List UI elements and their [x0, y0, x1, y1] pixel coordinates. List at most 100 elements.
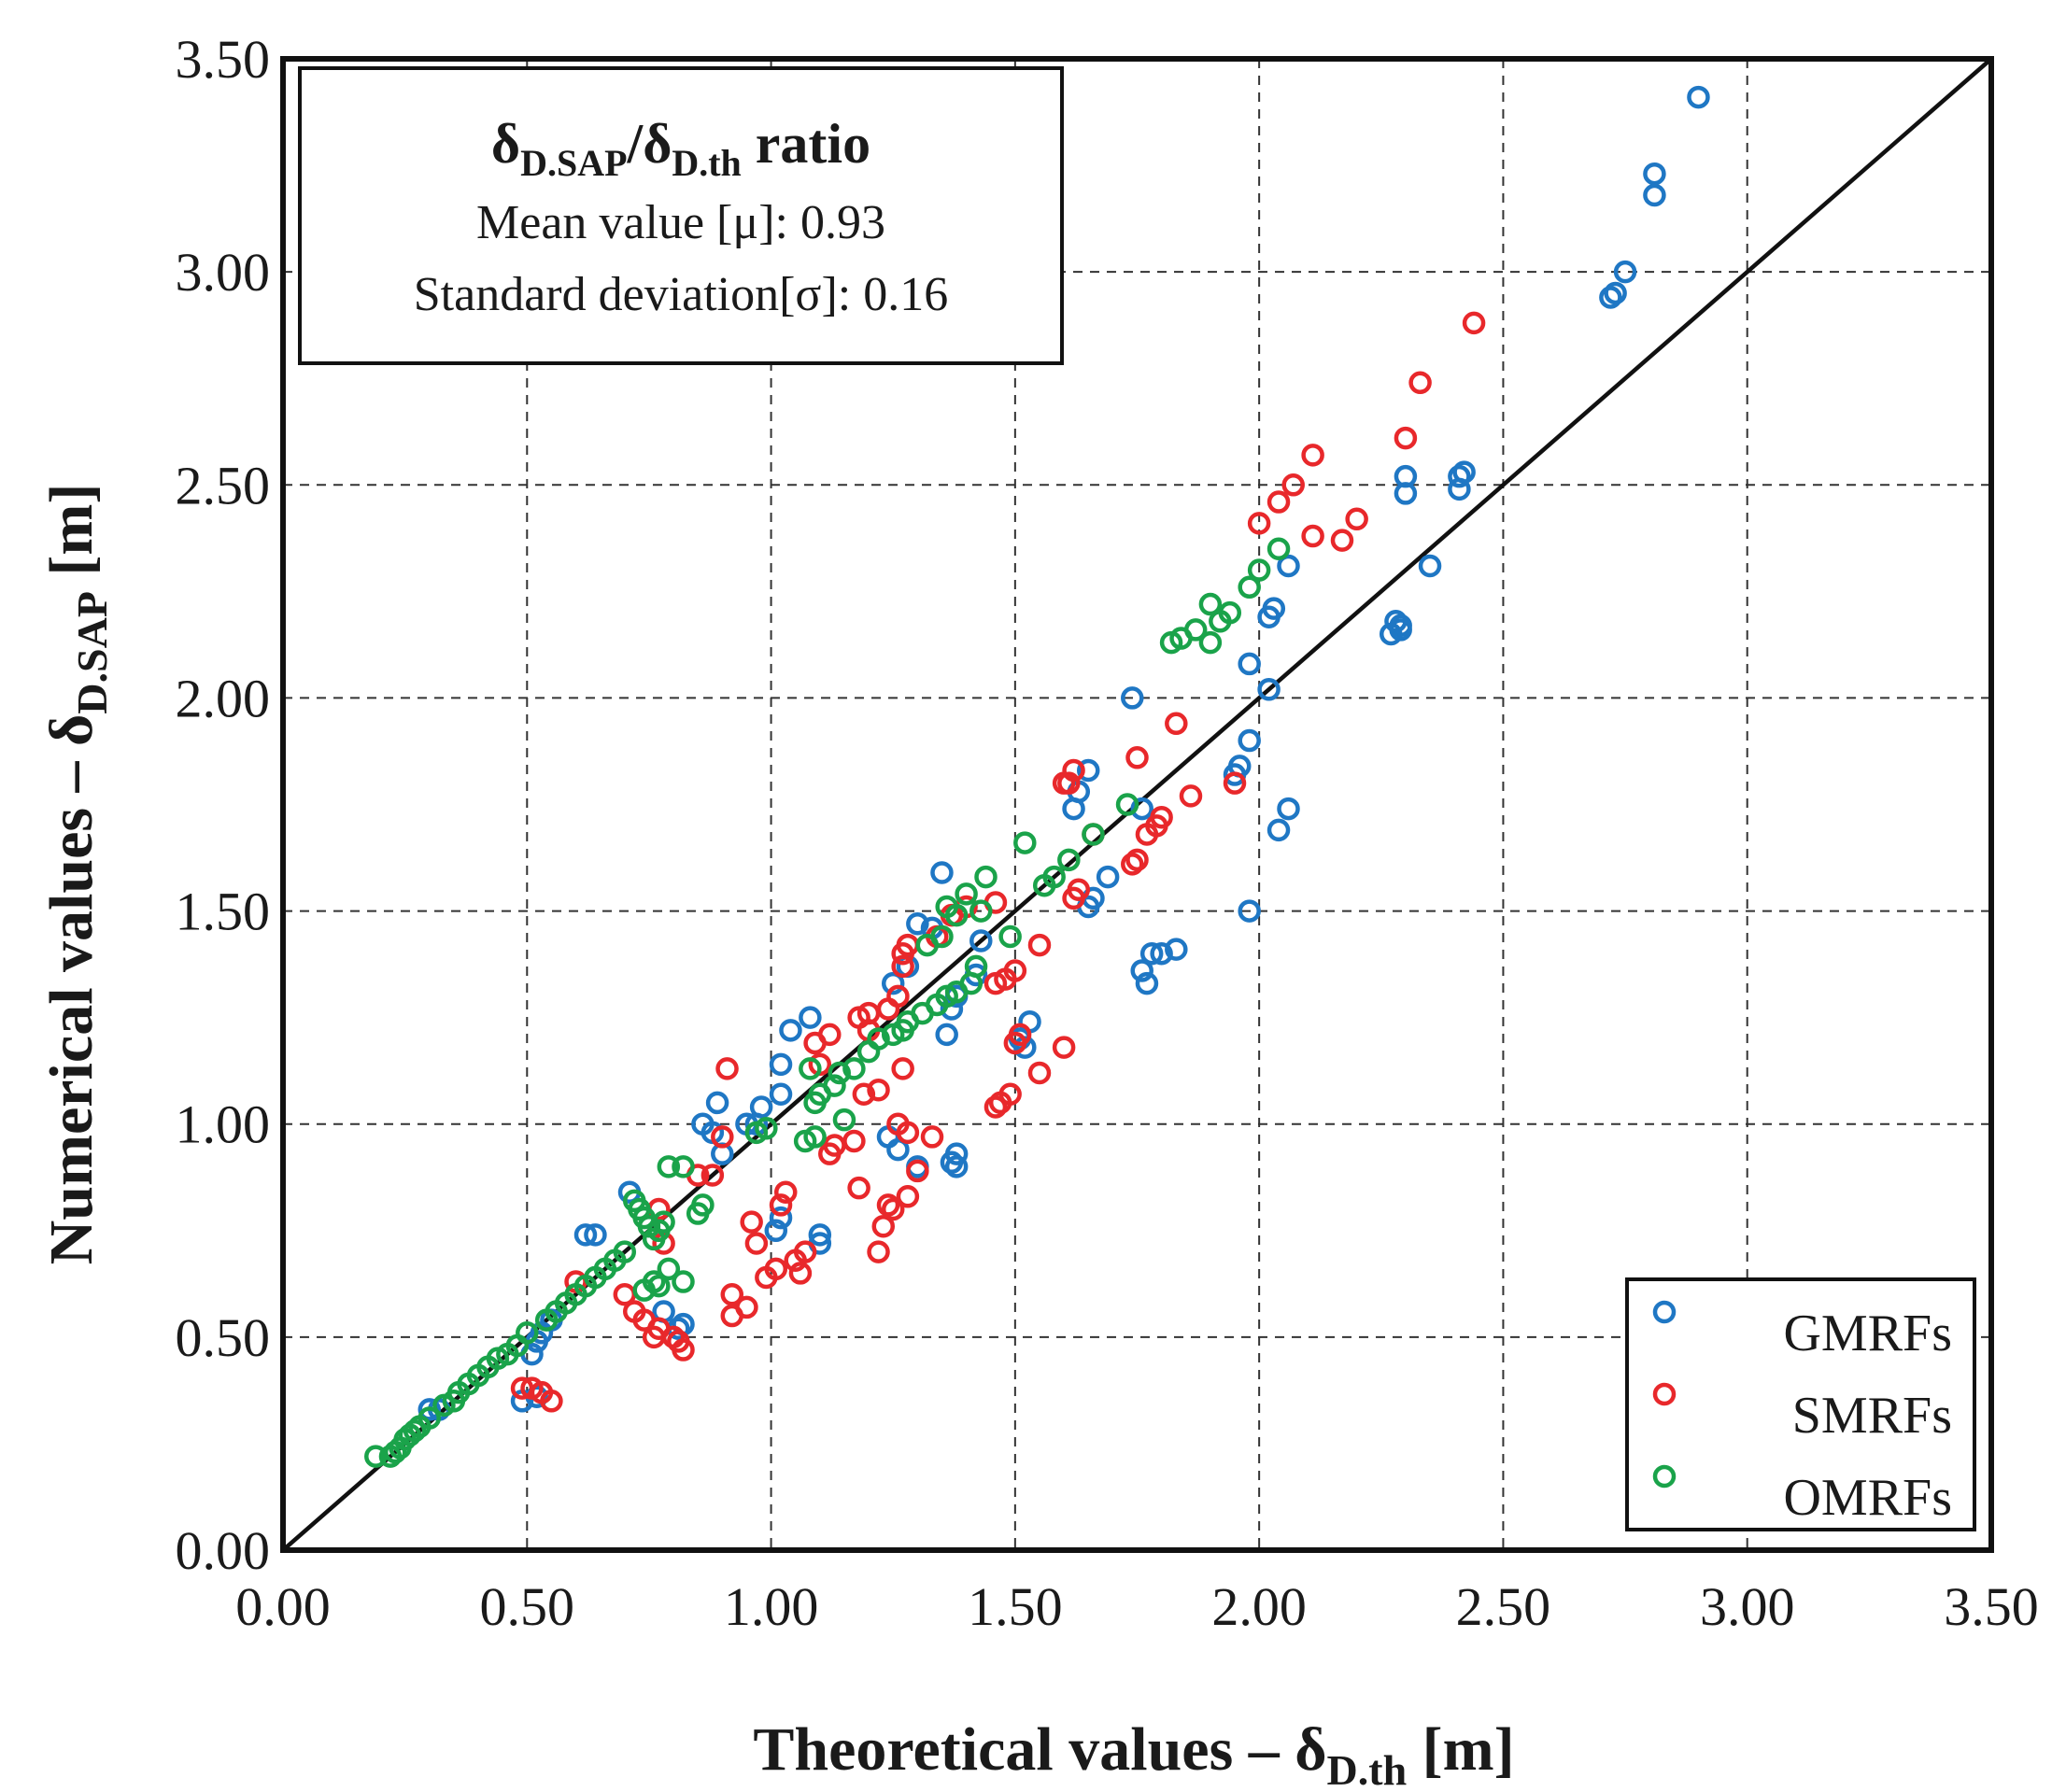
omrfs-point-54 [632, 1278, 656, 1302]
y-axis-title-sub: D.SAP [68, 591, 116, 714]
omrfs-point-35 [842, 1057, 866, 1080]
smrfs-point-2 [1394, 426, 1418, 450]
gmrfs-point-79 [573, 1223, 598, 1247]
omrfs-point-14 [1032, 873, 1056, 897]
omrfs-point-11 [1082, 823, 1105, 846]
x-tick-label-0: 0.00 [235, 1576, 331, 1637]
smrfs-point-71 [769, 1193, 793, 1217]
annotation-title-ratio: ratio [742, 113, 870, 175]
omrfs-point-57 [642, 1227, 666, 1251]
smrfs-point-73 [755, 1265, 778, 1290]
legend-frame [1625, 1277, 1976, 1531]
omrfs-point-36 [828, 1061, 851, 1085]
smrfs-point-5 [1266, 490, 1291, 514]
smrfs-point-49 [852, 1082, 876, 1107]
x-tick-label-1: 0.50 [480, 1576, 575, 1637]
gmrfs-point-25 [1266, 818, 1291, 842]
omrfs-point-43 [832, 1108, 856, 1132]
gmrfs-point-26 [1238, 899, 1261, 923]
gmrfs-point-63 [769, 1052, 793, 1077]
x-axis-title-sub: D.th [1327, 1746, 1408, 1792]
x-tick-label-5: 2.50 [1456, 1576, 1551, 1637]
omrfs-point-52 [647, 1274, 671, 1298]
gmrfs-point-43 [969, 929, 993, 952]
gmrfs-point-32 [1076, 758, 1100, 783]
smrfs-point-15 [1135, 823, 1159, 846]
smrfs-point-58 [896, 1185, 920, 1208]
gmrfs-point-86 [417, 1398, 442, 1421]
omrfs-point-2 [1238, 575, 1261, 600]
smrfs-point-57 [906, 1159, 929, 1183]
x-tick-labels: 0.00 0.50 1.00 1.50 2.00 2.50 3.00 3.50 [235, 1576, 2039, 1637]
smrfs-point-91 [623, 1300, 646, 1323]
omrfs-point-70 [534, 1308, 559, 1332]
smrfs-point-26 [1027, 1061, 1052, 1085]
gmrfs-point-4 [1604, 281, 1627, 305]
smrfs-point-35 [983, 971, 1008, 995]
smrfs-point-4 [1281, 473, 1305, 497]
annotation-title-sub2: D.th [672, 142, 741, 184]
gmrfs-point-52 [881, 971, 905, 995]
gmrfs-point-73 [764, 1219, 788, 1243]
gmrfs-point-37 [1135, 971, 1159, 995]
y-tick-labels: 0.00 0.50 1.00 1.50 2.00 2.50 3.00 3.50 [176, 29, 271, 1581]
smrfs-point-63 [847, 1176, 870, 1200]
smrfs-point-84 [667, 1330, 690, 1353]
smrfs-point-59 [876, 1193, 900, 1217]
gmrfs-point-20 [1238, 652, 1261, 676]
omrfs-point-0 [1266, 537, 1291, 560]
gmrfs-point-29 [1096, 865, 1120, 889]
omrfs-point-17 [974, 865, 998, 889]
y-tick-label-7: 3.50 [176, 29, 271, 90]
gmrfs-point-19 [1257, 678, 1281, 701]
gmrfs-point-34 [1062, 797, 1085, 821]
annotation-frame [298, 66, 1064, 365]
y-tick-label-0: 0.00 [176, 1520, 271, 1581]
gmrfs-point-61 [799, 1006, 822, 1029]
annotation-mean: Mean value [μ]: 0.93 [476, 196, 885, 249]
legend-label-smrfs: SMRFs [1792, 1387, 1952, 1445]
gridlines [283, 59, 1991, 1550]
gmrfs-point-15 [1389, 618, 1412, 642]
smrfs-point-75 [740, 1210, 763, 1234]
x-axis-title-main: Theoretical values – δ [753, 1715, 1326, 1784]
y-tick-label-1: 0.50 [176, 1307, 271, 1368]
gmrfs-point-55 [940, 1150, 964, 1175]
smrfs-point-70 [773, 1180, 798, 1204]
gmrfs-point-2 [1643, 183, 1666, 207]
omrfs-point-1 [1247, 558, 1271, 582]
gmrfs-point-35 [1139, 941, 1164, 966]
smrfs-point-27 [1052, 1036, 1076, 1059]
smrfs-point-78 [720, 1304, 744, 1328]
annotation-title-delta1: δ [491, 113, 520, 175]
smrfs-point-0 [1462, 311, 1486, 335]
gmrfs-point-1 [1643, 162, 1666, 186]
legend-marker-omrfs [1652, 1464, 1677, 1489]
omrfs-point-21 [935, 895, 958, 919]
legend-label-omrfs: OMRFs [1783, 1469, 1952, 1527]
x-tick-label-7: 3.50 [1944, 1576, 2039, 1637]
omrfs-point-32 [881, 1023, 905, 1047]
smrfs-point-25 [1027, 933, 1052, 957]
omrfs-point-15 [1013, 831, 1037, 854]
smrfs-point-18 [1223, 771, 1247, 795]
omrfs-point-40 [799, 1057, 822, 1080]
gmrfs-point-18 [1257, 605, 1281, 628]
x-tick-label-4: 2.00 [1211, 1576, 1307, 1637]
omrfs-point-39 [803, 1091, 827, 1115]
omrfs-point-23 [915, 933, 940, 957]
smrfs-point-60 [881, 1197, 905, 1221]
omrfs-point-88 [378, 1445, 403, 1468]
y-tick-label-5: 2.50 [176, 455, 271, 515]
y-tick-label-6: 3.00 [176, 242, 271, 303]
gmrfs-point-10 [1394, 482, 1418, 505]
omrfs-point-45 [744, 1121, 769, 1145]
annotation-std: Standard deviation[σ]: 0.16 [414, 268, 948, 321]
smrfs-point-96 [520, 1376, 544, 1400]
omrfs-point-61 [623, 1189, 646, 1213]
y-axis-title-unit: [m] [37, 484, 106, 591]
gmrfs-point-78 [584, 1223, 607, 1247]
omrfs-point-34 [856, 1039, 881, 1064]
ratio-annotation-box: δD.SAP/δD.th ratio Mean value [μ]: 0.93 … [298, 66, 1064, 365]
